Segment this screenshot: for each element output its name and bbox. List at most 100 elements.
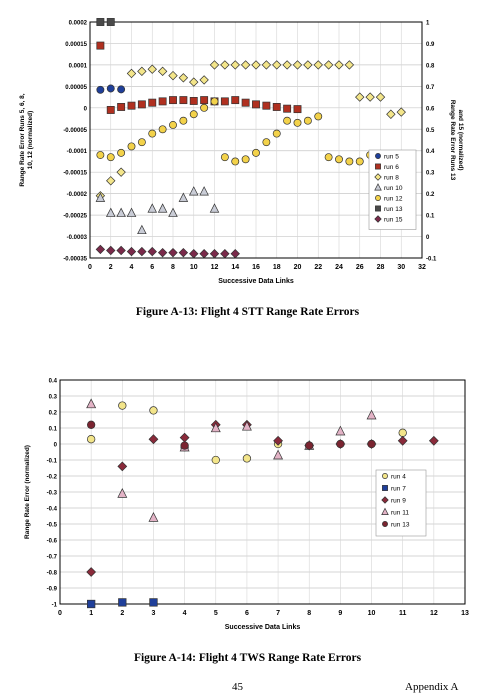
figure-a13-caption: Figure A-13: Flight 4 STT Range Rate Err…: [135, 306, 360, 318]
a14-point-run-9: [428, 435, 439, 446]
a13-point-run-8: [303, 60, 313, 70]
a14-point-run-13: [87, 420, 96, 429]
a14-point-run-13: [180, 441, 189, 450]
a14-point-run-4: [398, 428, 407, 437]
a13-point-run-12: [241, 155, 250, 164]
a13-point-run-13: [106, 18, 115, 26]
a13-legend-marker-run-8: [374, 173, 382, 181]
a13-ytick-label: -0.00015: [63, 171, 87, 177]
a13-ytick-label: -0.00035: [63, 257, 87, 263]
a13-point-run-12: [96, 151, 105, 159]
a13-point-run-10: [95, 192, 106, 202]
a13-point-run-10: [147, 203, 158, 213]
a13-point-run-6: [231, 96, 240, 105]
a13-plot-frame: [89, 21, 423, 259]
a14-ytick-label: -0.2: [47, 475, 58, 481]
figure-a14-caption: Figure A-14: Flight 4 TWS Range Rate Err…: [133, 652, 362, 664]
a14-legend-marker-run-11: [381, 507, 389, 515]
a13-legend-marker-run-13: [375, 205, 381, 212]
a13-point-run-8: [386, 109, 396, 119]
a14-xtick-label: 5: [214, 610, 218, 617]
a13-y2tick-label: -0.1: [426, 257, 437, 263]
a13-ytick-label: 0: [84, 106, 88, 112]
a13-point-run-8: [365, 92, 375, 102]
a14-xtick-label: 11: [399, 610, 407, 617]
a13-point-run-6: [241, 98, 250, 107]
a13-y2tick-label: 0.7: [426, 85, 435, 91]
a13-legend-label: run 6: [384, 164, 399, 171]
a14-xtick-label: 4: [183, 610, 187, 617]
a14-point-run-4: [211, 455, 220, 465]
a13-point-run-6: [262, 101, 271, 110]
a14-xtick-label: 7: [276, 610, 280, 617]
a13-point-run-6: [293, 105, 302, 114]
a13-point-run-15: [126, 246, 137, 257]
a14-plot-frame: [59, 379, 466, 605]
a13-point-run-5: [117, 85, 126, 94]
a14-point-run-11: [241, 420, 252, 431]
a14-xtick-label: 6: [245, 610, 249, 617]
a13-point-run-8: [323, 60, 334, 70]
a13-point-run-8: [220, 60, 230, 70]
a14-point-run-9: [117, 461, 128, 472]
a13-legend-marker-run-10: [374, 183, 382, 191]
a14-xtick-label: 10: [368, 610, 376, 617]
a13-y2tick-label: 0: [426, 235, 430, 241]
a13-y2tick-label: 0.9: [426, 42, 435, 48]
a13-ytick-label: 0.00005: [65, 85, 87, 91]
a13-point-run-6: [179, 96, 188, 105]
a13-point-run-10: [116, 207, 126, 217]
a13-point-run-8: [334, 60, 344, 70]
a13-point-run-5: [96, 85, 105, 94]
a13-point-run-12: [220, 153, 229, 162]
a14-point-run-9: [397, 435, 408, 446]
a13-y2-axis-title: Range Rate Error Runs 13: [449, 100, 456, 181]
a13-point-run-8: [230, 60, 240, 70]
a14-point-run-4: [118, 401, 127, 410]
a14-point-run-4: [242, 454, 252, 463]
a13-legend-marker-run-6: [375, 163, 381, 170]
a13-point-run-8: [344, 60, 355, 70]
a13-point-run-10: [178, 192, 189, 202]
a13-xtick-label: 24: [335, 264, 343, 271]
a13-ytick-label: -0.00025: [63, 214, 87, 220]
a13-point-run-15: [189, 249, 199, 259]
a14-legend-marker-run-9: [381, 496, 389, 504]
a13-point-run-12: [293, 118, 302, 127]
a13-point-run-8: [116, 167, 126, 177]
a14-point-run-13: [367, 439, 376, 449]
a13-point-run-6: [169, 96, 177, 105]
a14-point-run-13: [305, 441, 314, 450]
a13-legend-label: run 8: [384, 175, 399, 182]
a13-point-run-8: [199, 75, 209, 85]
a13-y2tick-label: 0.8: [426, 63, 435, 69]
a13-point-run-15: [220, 249, 230, 259]
a14-ytick-label: 0.4: [49, 379, 58, 385]
a14-ytick-label: 0: [54, 443, 58, 449]
a13-ytick-label: 0.0002: [69, 21, 88, 27]
a14-point-run-11: [148, 512, 159, 522]
a13-xtick-label: 12: [211, 264, 219, 271]
a14-legend-label: run 9: [391, 498, 406, 505]
a13-point-run-6: [272, 103, 281, 111]
a13-point-run-8: [209, 60, 220, 70]
a13-xtick-label: 14: [231, 264, 239, 271]
a14-legend-label: run 11: [391, 510, 409, 517]
a13-point-run-15: [137, 246, 147, 257]
a13-xtick-label: 8: [171, 264, 175, 271]
a14-legend-label: run 13: [391, 522, 410, 529]
a13-xtick-label: 4: [130, 264, 134, 271]
a13-y-axis-title: 10, 12 (normalized): [27, 111, 34, 170]
a13-point-run-15: [106, 245, 116, 256]
a13-legend-marker-run-12: [375, 195, 381, 201]
a13-point-run-10: [188, 186, 199, 196]
a13-point-run-15: [147, 246, 157, 257]
a13-xtick-label: 26: [356, 264, 364, 271]
a13-point-run-12: [127, 142, 136, 151]
a13-xtick-label: 6: [150, 264, 154, 271]
a13-ytick-label: 0.00015: [65, 42, 87, 48]
a13-point-run-12: [283, 116, 292, 125]
a13-point-run-8: [292, 60, 303, 70]
a14-ytick-label: 0.1: [49, 427, 58, 433]
a13-y2tick-label: 0.5: [426, 128, 435, 134]
